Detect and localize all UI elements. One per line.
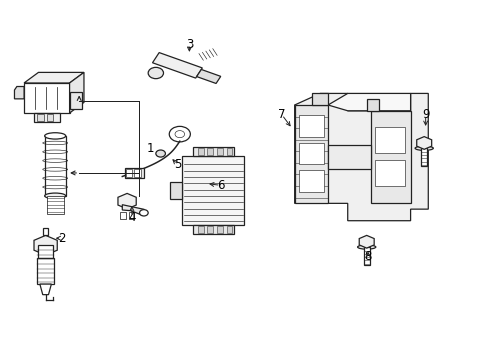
Bar — [226, 226, 232, 233]
Ellipse shape — [44, 193, 65, 199]
Polygon shape — [69, 72, 84, 113]
Bar — [312, 94, 327, 105]
Bar — [170, 182, 182, 199]
Bar — [298, 143, 324, 164]
Text: 1: 1 — [146, 142, 153, 155]
Bar — [298, 115, 324, 137]
Bar — [207, 226, 213, 233]
Bar — [298, 170, 324, 192]
Text: 7: 7 — [278, 108, 285, 121]
Bar — [193, 225, 233, 234]
Bar — [125, 169, 132, 177]
Bar — [34, 113, 60, 122]
Bar — [69, 92, 81, 109]
Bar — [374, 160, 404, 186]
Polygon shape — [15, 86, 24, 99]
Ellipse shape — [357, 245, 375, 249]
Bar — [363, 247, 369, 265]
Text: 5: 5 — [173, 158, 181, 171]
Text: 8: 8 — [364, 251, 371, 264]
Bar — [128, 212, 134, 219]
Polygon shape — [24, 72, 84, 83]
Circle shape — [156, 150, 165, 157]
Text: 6: 6 — [216, 179, 224, 192]
Bar — [134, 169, 141, 177]
Polygon shape — [152, 53, 202, 78]
Circle shape — [139, 210, 148, 216]
Ellipse shape — [44, 133, 65, 139]
Bar — [37, 258, 54, 284]
Bar — [44, 136, 65, 196]
Bar — [327, 145, 370, 168]
Bar — [24, 83, 69, 113]
Bar — [193, 147, 233, 156]
Bar — [182, 156, 244, 225]
Polygon shape — [122, 205, 145, 215]
Ellipse shape — [414, 146, 432, 150]
Bar — [197, 226, 203, 233]
Bar — [217, 148, 222, 156]
Text: 4: 4 — [128, 211, 135, 224]
Bar — [39, 245, 53, 258]
Bar — [226, 148, 232, 156]
Text: 3: 3 — [185, 38, 193, 51]
Bar — [217, 226, 222, 233]
Bar — [47, 114, 53, 121]
Polygon shape — [196, 69, 220, 84]
Bar — [197, 148, 203, 156]
Bar — [207, 148, 213, 156]
Polygon shape — [370, 111, 410, 203]
Bar — [124, 168, 143, 178]
Polygon shape — [294, 105, 327, 203]
Bar — [38, 114, 43, 121]
Text: 9: 9 — [421, 108, 428, 121]
Bar — [120, 212, 125, 219]
Bar — [421, 148, 426, 166]
Bar — [366, 99, 378, 111]
Bar — [42, 228, 48, 235]
Circle shape — [169, 126, 190, 142]
Polygon shape — [40, 284, 51, 294]
Polygon shape — [327, 94, 410, 111]
Circle shape — [175, 131, 184, 138]
Polygon shape — [294, 94, 427, 221]
Bar — [374, 127, 404, 153]
Ellipse shape — [148, 67, 163, 78]
Bar — [46, 196, 64, 213]
Text: 2: 2 — [58, 232, 65, 245]
